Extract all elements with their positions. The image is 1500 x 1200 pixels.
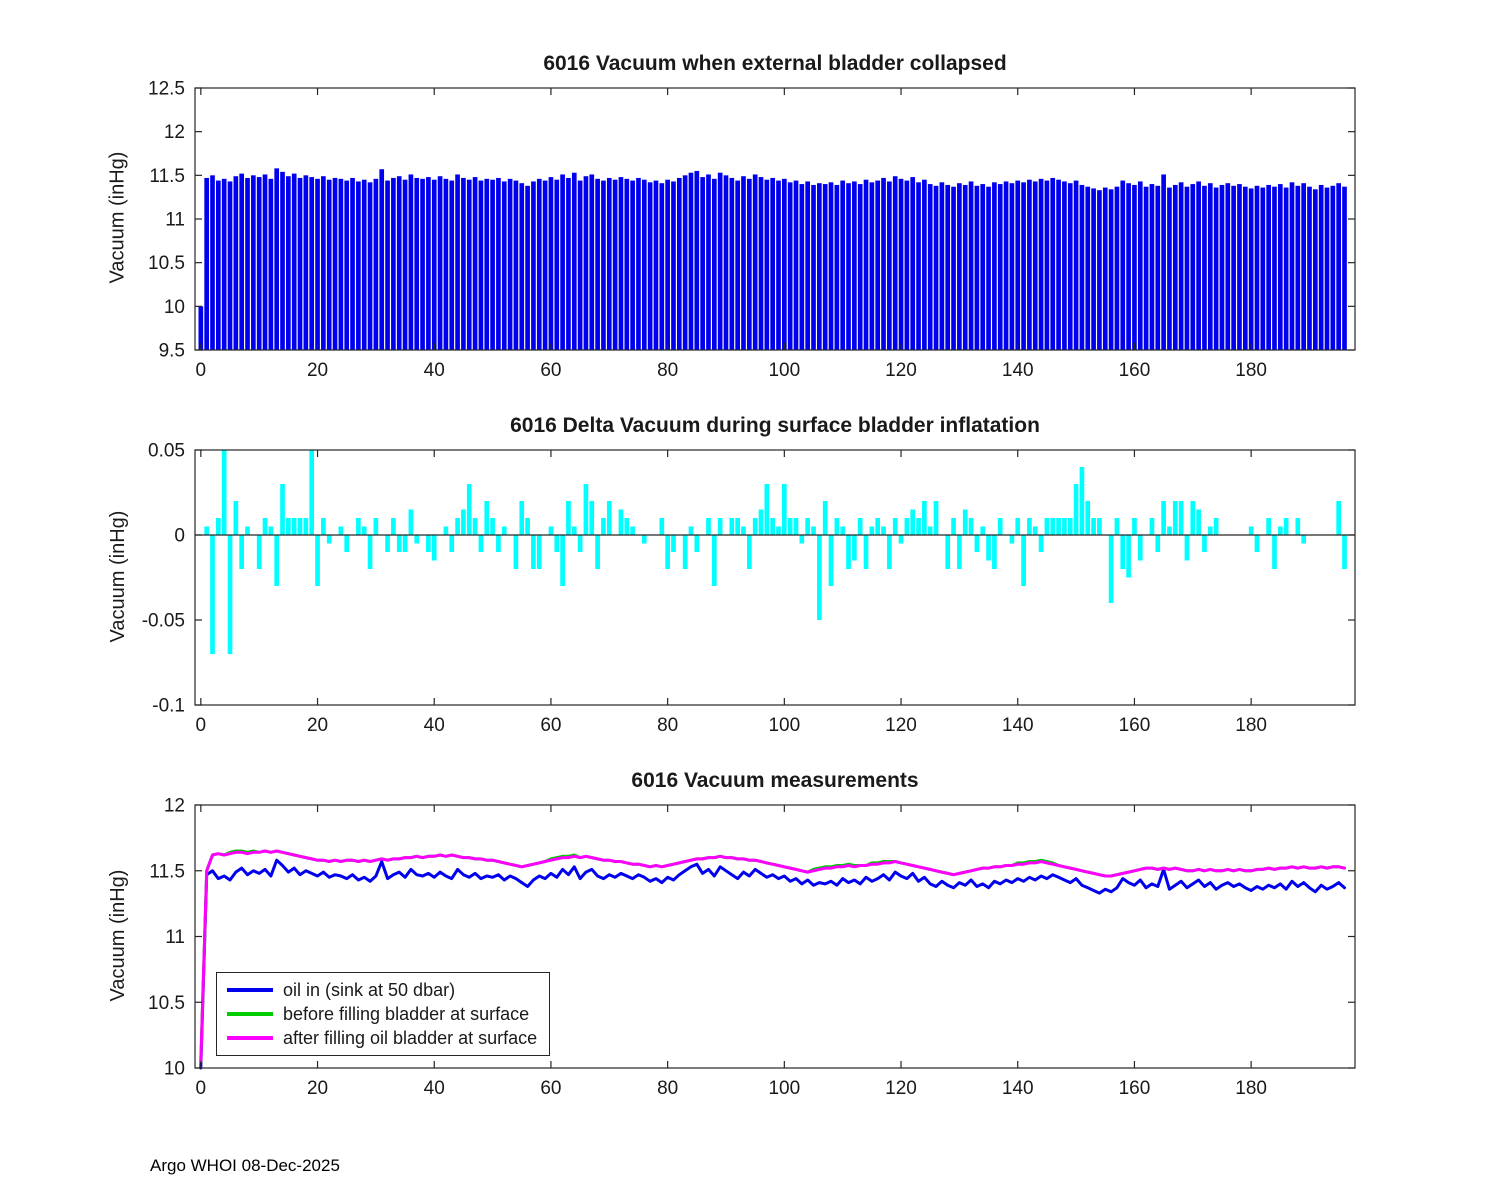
svg-text:11.5: 11.5 xyxy=(149,166,185,187)
svg-text:12: 12 xyxy=(164,796,185,817)
svg-text:120: 120 xyxy=(885,360,917,381)
svg-text:80: 80 xyxy=(657,360,678,381)
svg-text:20: 20 xyxy=(307,360,328,381)
svg-text:80: 80 xyxy=(657,715,678,736)
svg-text:100: 100 xyxy=(768,1078,800,1099)
legend-line-sample-magenta xyxy=(227,1036,273,1040)
legend-item-after-filling: after filling oil bladder at surface xyxy=(227,1026,537,1050)
legend: oil in (sink at 50 dbar) before filling … xyxy=(216,972,551,1056)
svg-text:140: 140 xyxy=(1002,360,1034,381)
svg-text:80: 80 xyxy=(657,1078,678,1099)
svg-text:160: 160 xyxy=(1119,1078,1151,1099)
legend-item-oil-in: oil in (sink at 50 dbar) xyxy=(227,978,537,1002)
chart-title-delta-vacuum: 6016 Delta Vacuum during surface bladder… xyxy=(510,414,1040,437)
svg-text:100: 100 xyxy=(768,360,800,381)
svg-text:40: 40 xyxy=(424,715,445,736)
svg-text:0: 0 xyxy=(196,360,207,381)
figure-footer: Argo WHOI 08-Dec-2025 xyxy=(150,1156,340,1175)
svg-text:140: 140 xyxy=(1002,715,1034,736)
legend-item-before-filling: before filling bladder at surface xyxy=(227,1002,537,1026)
svg-text:0: 0 xyxy=(196,1078,207,1099)
svg-text:12.5: 12.5 xyxy=(148,79,185,100)
legend-label-oil-in: oil in (sink at 50 dbar) xyxy=(283,979,456,1000)
svg-text:12: 12 xyxy=(164,122,185,143)
svg-text:140: 140 xyxy=(1002,1078,1034,1099)
svg-text:60: 60 xyxy=(540,1078,561,1099)
svg-text:20: 20 xyxy=(307,1078,328,1099)
legend-label-after-filling: after filling oil bladder at surface xyxy=(283,1027,538,1048)
legend-label-before-filling: before filling bladder at surface xyxy=(283,1003,530,1024)
svg-text:10: 10 xyxy=(164,297,185,318)
svg-text:40: 40 xyxy=(424,1078,445,1099)
svg-text:9.5: 9.5 xyxy=(159,341,185,362)
line-chart-vacuum-measurements: 0 20 40 60 80 100 120 140 160 180 10 10.5 11 11.5 12 xyxy=(148,796,1356,1099)
svg-text:60: 60 xyxy=(540,715,561,736)
svg-text:0: 0 xyxy=(174,526,185,547)
legend-line-sample-blue xyxy=(227,988,273,992)
svg-text:160: 160 xyxy=(1119,715,1151,736)
svg-text:20: 20 xyxy=(307,715,328,736)
bar-chart-collapsed-vacuum: 0 20 40 60 80 100 120 140 160 180 9.5 10 10.5 11 11.5 1… xyxy=(148,79,1356,381)
bar-chart-delta-vacuum: 0 20 40 60 80 100 120 140 160 180 -0.1 -0.05 0 0.05 xyxy=(142,441,1356,736)
svg-text:100: 100 xyxy=(768,715,800,736)
svg-text:10.5: 10.5 xyxy=(148,993,185,1014)
svg-text:10.5: 10.5 xyxy=(148,253,185,274)
svg-text:-0.05: -0.05 xyxy=(142,611,185,632)
chart-title-collapsed-vacuum: 6016 Vacuum when external bladder collap… xyxy=(543,52,1007,75)
svg-text:40: 40 xyxy=(424,360,445,381)
svg-text:180: 180 xyxy=(1235,1078,1267,1099)
svg-text:0.05: 0.05 xyxy=(148,441,185,462)
svg-text:180: 180 xyxy=(1235,715,1267,736)
legend-line-sample-green xyxy=(227,1012,273,1016)
svg-text:160: 160 xyxy=(1119,360,1151,381)
svg-text:-0.1: -0.1 xyxy=(152,696,185,717)
svg-text:180: 180 xyxy=(1235,360,1267,381)
svg-text:11: 11 xyxy=(165,927,185,948)
svg-text:11.5: 11.5 xyxy=(149,861,185,882)
svg-text:11: 11 xyxy=(165,210,185,231)
svg-text:10: 10 xyxy=(164,1059,185,1080)
chart-title-vacuum-measurements: 6016 Vacuum measurements xyxy=(631,769,919,792)
svg-text:120: 120 xyxy=(885,715,917,736)
svg-text:0: 0 xyxy=(196,715,207,736)
svg-text:120: 120 xyxy=(885,1078,917,1099)
svg-text:60: 60 xyxy=(540,360,561,381)
